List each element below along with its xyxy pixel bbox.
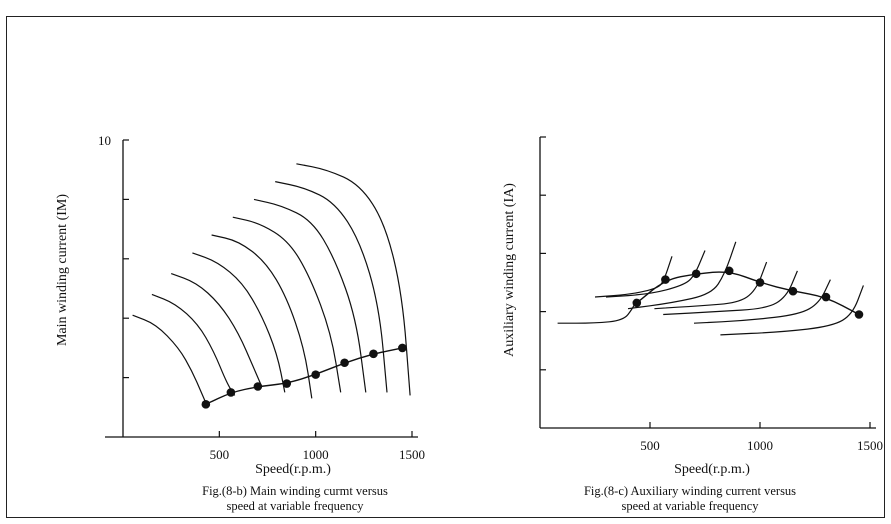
right-xlabel: Speed(r.p.m.) — [674, 462, 750, 477]
left-x-tick-label: 500 — [210, 447, 230, 462]
left-tick-labels: 500 1000 1500 10 — [98, 133, 425, 462]
left-caption: Fig.(8-b) Main winding curmt versus spee… — [100, 484, 490, 514]
left-marker-6 — [369, 349, 378, 359]
left-series-line-8 — [296, 163, 411, 396]
left-markers — [201, 343, 407, 409]
figure-border — [6, 16, 885, 518]
left-caption-line2: speed at variable frequency — [226, 499, 364, 513]
right-caption-line1: Fig.(8-c) Auxiliary winding current vers… — [583, 484, 797, 498]
right-ylabel: Auxiliary winding current (IA) — [502, 183, 517, 357]
left-series-line-1 — [151, 293, 236, 396]
left-marker-0 — [201, 400, 211, 409]
left-marker-2 — [253, 382, 263, 391]
left-x-tick-label: 1500 — [399, 447, 425, 462]
left-y-tick-label: 10 — [98, 133, 111, 148]
left-caption-line1: Fig.(8-b) Main winding curmt versus — [202, 484, 388, 498]
left-ylabel: Main winding current (IM) — [55, 193, 70, 347]
left-series-line-2 — [170, 273, 263, 387]
left-series-line-5 — [232, 216, 342, 393]
left-marker-1 — [226, 388, 236, 397]
left-series-line-4 — [211, 234, 313, 399]
left-axes — [105, 139, 418, 438]
left-series-line-7 — [275, 181, 388, 393]
left-marker-5 — [340, 358, 349, 368]
left-series-line-6 — [253, 198, 367, 393]
left-series-line-0 — [132, 314, 209, 408]
left-xlabel: Speed(r.p.m.) — [255, 462, 331, 477]
right-caption: Fig.(8-c) Auxiliary winding current vers… — [505, 484, 875, 514]
left-marker-7 — [398, 343, 407, 353]
right-caption-line2: speed at variable frequency — [621, 499, 759, 513]
left-marker-4 — [311, 370, 320, 379]
left-series-line-3 — [192, 252, 286, 393]
left-series — [132, 163, 411, 408]
left-x-tick-label: 1000 — [303, 447, 329, 462]
left-marker-3 — [282, 379, 292, 388]
